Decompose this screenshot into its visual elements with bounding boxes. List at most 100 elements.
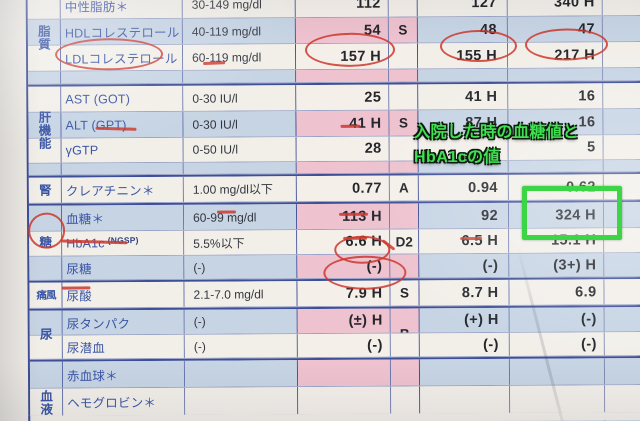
margin-cell bbox=[603, 68, 640, 81]
result-value1-cell: (-) bbox=[297, 333, 391, 358]
judgement-cell: B bbox=[390, 308, 420, 333]
table-section: 中性脂肪＊ 30-149 mg/dl 112 127 340 H HDLコレステロール 40… bbox=[27, 0, 640, 87]
table-section: 赤血球＊ヘモグロビン＊ヘマトクリット＊血液 bbox=[29, 358, 640, 421]
test-name-cell: 尿糖 bbox=[62, 255, 185, 280]
table-row: HDLコレステロール 40-119 mg/dl 54 S 48 47 bbox=[27, 16, 640, 46]
margin-cell bbox=[603, 83, 640, 109]
test-name-cell: 血糖＊ bbox=[61, 204, 185, 231]
reference-range-cell: (-) bbox=[184, 334, 298, 358]
margin-cell bbox=[603, 135, 640, 160]
table-row: 尿糖 (-) (-) (-) (3+) H bbox=[29, 253, 640, 281]
judgement-cell bbox=[391, 386, 421, 414]
judgement-cell bbox=[390, 359, 421, 386]
reference-range-cell: 0-30 IU/l bbox=[183, 111, 297, 137]
result-value2-cell bbox=[419, 358, 511, 386]
test-name-cell bbox=[61, 162, 184, 175]
result-value2-cell: 6.5 H bbox=[419, 228, 510, 254]
margin-cell bbox=[602, 16, 640, 42]
category-label: 血液 bbox=[40, 389, 54, 417]
result-value3-cell: 6.9 bbox=[509, 279, 605, 305]
result-value3-cell: 217 H bbox=[507, 42, 604, 68]
result-value2-cell: (-) bbox=[419, 332, 510, 357]
reference-range-cell bbox=[185, 387, 299, 415]
test-name-cell: 尿タンパク bbox=[62, 309, 185, 335]
result-value2-cell: 48 bbox=[417, 16, 508, 43]
judgement-cell bbox=[388, 43, 419, 69]
table-row: AST (GOT) 0-30 IU/l 25 41 H 16 bbox=[28, 83, 640, 113]
result-value2-cell: (-) bbox=[419, 253, 510, 278]
result-value1-cell: 7.9 H bbox=[297, 280, 391, 307]
judgement-cell bbox=[388, 0, 418, 17]
table-section: 尿タンパク(-)(±) HB(+) H(-)尿潜血(-)(-)(-)(-)尿 bbox=[29, 307, 640, 362]
result-value3-cell: (-) bbox=[509, 332, 605, 356]
test-name-cell: クレアチニン＊ bbox=[61, 176, 184, 203]
reference-range-cell: 60-99 mg/dl bbox=[183, 204, 298, 230]
margin-cell bbox=[602, 42, 640, 68]
result-value2-cell bbox=[418, 68, 509, 82]
reference-range-cell bbox=[183, 70, 297, 83]
category-label: 尿 bbox=[39, 327, 53, 342]
result-value3-cell: 47 bbox=[507, 16, 603, 42]
reference-range-cell: 5.5%以下 bbox=[184, 230, 298, 255]
result-value1-cell: 157 H bbox=[295, 43, 390, 70]
test-name-cell: ヘモグロビン＊ bbox=[63, 387, 186, 416]
result-value2-cell bbox=[420, 385, 511, 414]
green-note-line1: 入院した時の血糖値と bbox=[414, 124, 580, 141]
table-row: LDLコレステロール 60-119 mg/dl 157 H 155 H 217 H bbox=[27, 42, 640, 72]
margin-cell bbox=[603, 160, 640, 172]
test-name-cell: ALT (GPT) bbox=[61, 111, 184, 138]
table-row: 尿酸 2.1-7.0 mg/dl 7.9 H S 8.7 H 6.9 bbox=[29, 279, 640, 309]
result-value2-cell: 41 H bbox=[418, 83, 509, 110]
result-value3-cell: (-) bbox=[509, 307, 605, 332]
table-section: 尿酸 2.1-7.0 mg/dl 7.9 H S 8.7 H 6.9 痛風 bbox=[29, 279, 640, 311]
category-label: 痛風 bbox=[36, 289, 56, 302]
test-name-cell: HDLコレステロール bbox=[60, 18, 183, 45]
result-value1-cell bbox=[296, 161, 390, 174]
test-name-cell: 赤血球＊ bbox=[62, 360, 186, 388]
category-label: 肝機能 bbox=[38, 110, 52, 151]
result-value3-cell bbox=[509, 358, 606, 385]
result-value1-cell: 0.77 bbox=[296, 175, 390, 202]
table-row: 尿潜血 (-) (-) (-) (-) bbox=[29, 332, 640, 360]
result-value3-cell bbox=[508, 160, 604, 172]
result-value2-cell: 0.94 bbox=[418, 174, 509, 201]
margin-cell bbox=[603, 109, 640, 135]
judgement-cell bbox=[389, 203, 420, 229]
green-highlight-box bbox=[522, 186, 622, 240]
table-row: 尿タンパク(-)(±) HB(+) H(-) bbox=[29, 307, 640, 336]
judgement-cell: D2 bbox=[390, 229, 420, 254]
test-name-cell: AST (GOT) bbox=[61, 85, 184, 112]
result-value3-cell: 340 H bbox=[507, 0, 603, 16]
test-name-cell: LDLコレステロール bbox=[60, 44, 184, 71]
judgement-cell: S bbox=[388, 17, 418, 43]
result-value1-cell bbox=[296, 69, 390, 83]
result-value2-cell: 155 H bbox=[417, 42, 509, 69]
reference-range-cell: 2.1-7.0 mg/dl bbox=[184, 281, 298, 307]
judgement-cell bbox=[390, 333, 420, 357]
judgement-cell: S bbox=[390, 280, 420, 306]
reference-range-cell: (-) bbox=[184, 255, 298, 279]
reference-range-cell: 40-119 mg/dl bbox=[182, 18, 296, 44]
margin-cell bbox=[604, 332, 640, 356]
result-value1-cell: (-) bbox=[297, 254, 391, 279]
result-value1-cell: (±) H bbox=[297, 308, 391, 334]
result-value3-cell bbox=[510, 385, 606, 413]
test-name-cell bbox=[61, 70, 184, 84]
result-value1-cell: 113 H bbox=[296, 203, 391, 230]
result-value3-cell bbox=[508, 68, 604, 81]
result-value1-cell: 41 H bbox=[296, 110, 390, 137]
reference-range-cell: (-) bbox=[184, 309, 298, 334]
result-value3-cell: (3+) H bbox=[509, 253, 605, 277]
category-label: 脂質 bbox=[38, 24, 51, 52]
margin-cell bbox=[604, 307, 640, 332]
result-value1-cell bbox=[297, 359, 392, 387]
result-value1-cell: 28 bbox=[296, 136, 390, 162]
test-name-cell: γGTP bbox=[61, 137, 184, 163]
test-name-cell: 尿潜血 bbox=[62, 334, 185, 359]
result-value1-cell bbox=[298, 386, 392, 415]
reference-range-cell: 0-50 IU/l bbox=[183, 137, 297, 162]
result-value1-cell: 54 bbox=[295, 17, 389, 44]
spacer-row bbox=[28, 160, 640, 176]
margin-cell bbox=[605, 385, 640, 413]
